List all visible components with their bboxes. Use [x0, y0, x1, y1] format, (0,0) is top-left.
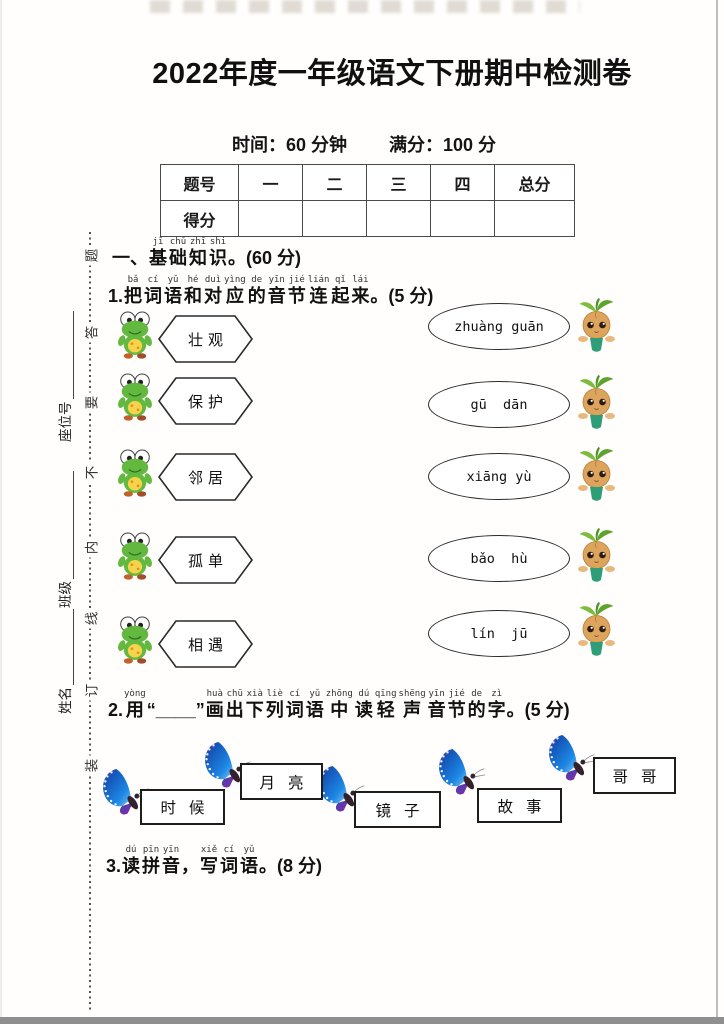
word-hexagon: 相遇: [158, 620, 253, 668]
lightword-box: 哥哥: [593, 757, 676, 794]
pinyin-oval: bǎo hù: [428, 535, 570, 582]
question-1-number: 1.: [108, 285, 124, 306]
section-1-number: 一、: [112, 247, 148, 268]
section-1-heading: 一、 jī 基 chǔ 础 zhī 知 shi 识 。(60 分): [112, 237, 302, 269]
score-table-header-cell: 一: [238, 164, 303, 201]
cropped-watermark: [150, 0, 580, 13]
frog-icon: [115, 373, 155, 421]
word-label: 孤单: [187, 552, 228, 570]
question-3-comma: ，: [181, 855, 200, 876]
score-table: 题号 一 二 三 四 总分 得分: [160, 164, 575, 237]
score-row-label: 得分: [160, 200, 239, 237]
onion-sprout-icon: [577, 298, 616, 353]
score-table-header-row: 题号 一 二 三 四 总分: [160, 164, 575, 201]
page-bottom-bar: [0, 1017, 724, 1024]
lightword-box: 月亮: [240, 763, 323, 800]
frog-icon: [115, 311, 155, 359]
question-3-points: 。(8 分): [259, 855, 323, 876]
question-3-heading: 3. dú 读 pīn 拼 yīn 音 ， xiě 写 cí 词 yǔ 语 。(8 分): [106, 845, 323, 877]
score-cell: [430, 200, 495, 237]
time-label: 时间：60 分钟: [231, 135, 347, 155]
question-2-ruby-b: huà 画 chū 出 xià 下 liè 列 cí 词 yǔ 语 zhōng 中 dú 读 qīng 轻 shēn…: [205, 689, 506, 720]
word-hexagon: 孤单: [158, 536, 253, 584]
question-1-points: 。(5 分): [370, 285, 434, 306]
binding-line-char: 答: [80, 322, 100, 343]
seat-number-label: 座位号: [58, 401, 73, 443]
lightword-box: 时候: [140, 789, 225, 825]
lightword-box: 故事: [477, 788, 562, 823]
score-table-header-cell: 题号: [160, 164, 239, 201]
score-cell: [366, 200, 431, 237]
frog-icon: [115, 449, 155, 497]
page-left-edge: [0, 0, 2, 1024]
score-cell: [238, 200, 303, 237]
binding-line-char: 线: [80, 608, 100, 629]
word-hexagon: 邻居: [158, 453, 253, 501]
word-label: 相遇: [187, 636, 228, 654]
pinyin-oval: zhuàng guān: [428, 303, 570, 350]
full-score-label: 满分：100 分: [388, 135, 497, 155]
pinyin-oval: gū dān: [428, 381, 570, 428]
binding-line-char: 不: [80, 462, 100, 483]
seat-number-field: 座位号: [56, 300, 74, 442]
question-1-ruby: bǎ 把 cí 词 yǔ 语 hé 和 duì 对 yìng 应 de 的 yīn 音 jié 节 lián 连 qǐ 起…: [124, 275, 370, 306]
onion-sprout-icon: [577, 447, 616, 502]
frog-icon: [115, 532, 155, 580]
question-2-points: 。(5 分): [506, 699, 570, 720]
binding-line-char: 要: [80, 392, 100, 413]
exam-meta: 时间：60 分钟 满分：100 分: [130, 131, 598, 157]
onion-sprout-icon: [577, 528, 616, 583]
section-1-ruby: jī 基 chǔ 础 zhī 知 shi 识: [149, 237, 227, 268]
seat-number-blank: [58, 311, 74, 400]
exam-title: 2022年度一年级语文下册期中检测卷: [152, 58, 632, 90]
word-label: 邻居: [187, 469, 228, 487]
name-blank: [58, 609, 74, 685]
question-3-number: 3.: [106, 855, 122, 876]
page-right-edge: [716, 0, 718, 1024]
binding-line-char: 订: [80, 680, 100, 701]
question-2-blank: “____”: [146, 699, 205, 720]
name-label: 姓名: [58, 687, 73, 714]
question-3-ruby-b: xiě 写 cí 词 yǔ 语: [200, 845, 259, 876]
question-3-ruby-a: dú 读 pīn 拼 yīn 音: [122, 845, 181, 876]
section-1-points: 。(60 分): [228, 247, 302, 268]
score-cell: [302, 200, 367, 237]
question-2-heading: 2. yòng 用 “____” huà 画 chū 出 xià 下 liè 列 cí 词 yǔ 语 zh…: [108, 689, 570, 721]
butterfly-icon: [548, 734, 596, 781]
lightword-box: 镜子: [354, 791, 441, 828]
score-table-score-row: 得分: [160, 200, 575, 237]
frog-icon: [115, 616, 155, 664]
name-field: 姓名: [56, 600, 74, 714]
score-table-header-cell: 二: [302, 164, 367, 201]
pinyin-oval: lín jū: [428, 610, 570, 657]
question-2-ruby-a: yòng 用: [124, 689, 146, 720]
binding-line-char: 题: [80, 245, 100, 266]
score-table-header-cell: 四: [430, 164, 495, 201]
score-cell: [494, 200, 575, 237]
word-hexagon: 保护: [158, 377, 253, 425]
class-field: 班级: [56, 460, 74, 608]
score-table-header-cell: 三: [366, 164, 431, 201]
binding-line-char: 装: [80, 755, 100, 776]
word-label: 壮观: [187, 331, 228, 349]
onion-sprout-icon: [577, 375, 616, 430]
word-hexagon: 壮观: [158, 315, 253, 363]
class-blank: [58, 471, 74, 579]
binding-line-char: 内: [80, 537, 100, 558]
pinyin-oval: xiāng yù: [428, 453, 570, 500]
word-label: 保护: [187, 393, 228, 411]
onion-sprout-icon: [577, 602, 616, 657]
question-2-number: 2.: [108, 699, 124, 720]
question-1-heading: 1. bǎ 把 cí 词 yǔ 语 hé 和 duì 对 yìng 应 de 的 yīn 音 jié 节 lián 连…: [108, 275, 434, 307]
score-table-header-cell: 总分: [494, 164, 575, 201]
